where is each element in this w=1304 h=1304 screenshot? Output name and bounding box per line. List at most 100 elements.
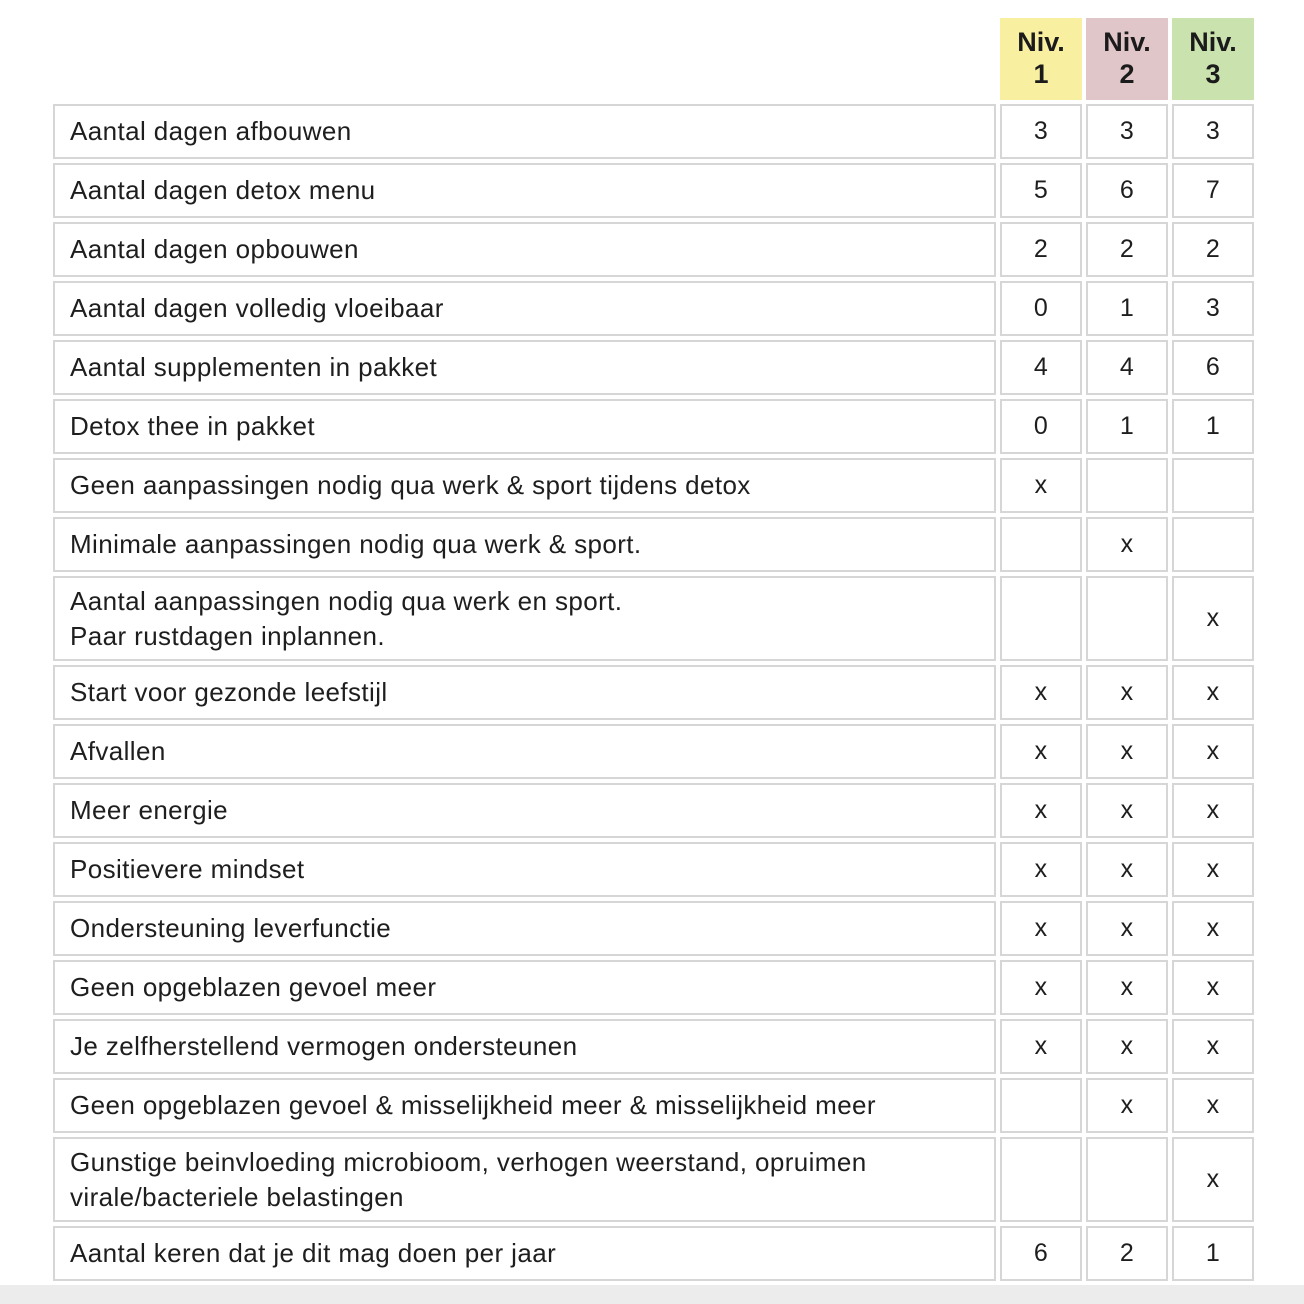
cell-niv3: 3: [1172, 281, 1254, 336]
cell-niv2: x: [1086, 901, 1168, 956]
cell-niv3: x: [1172, 665, 1254, 720]
table-row: Positievere mindset x x x: [53, 842, 1254, 897]
column-header-label: Niv.: [1017, 27, 1065, 58]
cell-niv1: 4: [1000, 340, 1082, 395]
cell-niv2: [1086, 1137, 1168, 1222]
cell-niv3: 6: [1172, 340, 1254, 395]
table-row: Ondersteuning leverfunctie x x x: [53, 901, 1254, 956]
column-header-number: 3: [1205, 59, 1221, 89]
row-label: Aantal dagen detox menu: [53, 163, 996, 218]
row-label: Aantal dagen opbouwen: [53, 222, 996, 277]
table-header: Niv. 1 Niv. 2 Niv. 3: [53, 18, 1254, 100]
column-header-number: 2: [1119, 59, 1135, 89]
cell-niv1: 0: [1000, 399, 1082, 454]
cell-niv2: 2: [1086, 1226, 1168, 1281]
cell-niv1: x: [1000, 960, 1082, 1015]
column-header-label: Niv.: [1189, 27, 1237, 58]
table-row: Geen opgeblazen gevoel & misselijkheid m…: [53, 1078, 1254, 1133]
cell-niv2: [1086, 458, 1168, 513]
cell-niv3: 7: [1172, 163, 1254, 218]
cell-niv3: x: [1172, 901, 1254, 956]
row-label: Aantal dagen afbouwen: [53, 104, 996, 159]
cell-niv2: x: [1086, 960, 1168, 1015]
row-label: Aantal supplementen in pakket: [53, 340, 996, 395]
cell-niv2: x: [1086, 1019, 1168, 1074]
row-label: Gunstige beinvloeding microbioom, verhog…: [53, 1137, 996, 1222]
row-label: Afvallen: [53, 724, 996, 779]
cell-niv2: 1: [1086, 399, 1168, 454]
row-label: Detox thee in pakket: [53, 399, 996, 454]
cell-niv1: 6: [1000, 1226, 1082, 1281]
cell-niv2: x: [1086, 842, 1168, 897]
row-label: Geen opgeblazen gevoel & misselijkheid m…: [53, 1078, 996, 1133]
row-label: Je zelfherstellend vermogen ondersteunen: [53, 1019, 996, 1074]
cell-niv3: [1172, 517, 1254, 572]
cell-niv1: 5: [1000, 163, 1082, 218]
cell-niv1: x: [1000, 901, 1082, 956]
row-label: Meer energie: [53, 783, 996, 838]
cell-niv1: x: [1000, 724, 1082, 779]
cell-niv2: 2: [1086, 222, 1168, 277]
column-header-niv2: Niv. 2: [1086, 18, 1168, 100]
table-row: Aantal dagen detox menu 5 6 7: [53, 163, 1254, 218]
table-row: Minimale aanpassingen nodig qua werk & s…: [53, 517, 1254, 572]
column-header-number: 1: [1033, 59, 1049, 89]
cell-niv1: [1000, 517, 1082, 572]
table-row: Geen aanpassingen nodig qua werk & sport…: [53, 458, 1254, 513]
cell-niv1: 0: [1000, 281, 1082, 336]
cell-niv3: x: [1172, 1078, 1254, 1133]
cell-niv3: x: [1172, 960, 1254, 1015]
table-row: Aantal aanpassingen nodig qua werk en sp…: [53, 576, 1254, 661]
header-row: Niv. 1 Niv. 2 Niv. 3: [53, 18, 1254, 100]
cell-niv2: 3: [1086, 104, 1168, 159]
corner-cell: [53, 18, 996, 100]
cell-niv2: [1086, 576, 1168, 661]
row-label: Positievere mindset: [53, 842, 996, 897]
row-label: Aantal aanpassingen nodig qua werk en sp…: [53, 576, 996, 661]
table-body: Aantal dagen afbouwen 3 3 3 Aantal dagen…: [53, 104, 1254, 1281]
level-comparison-table: Niv. 1 Niv. 2 Niv. 3 Aantal dagen afbouw…: [49, 14, 1258, 1285]
cell-niv1: x: [1000, 842, 1082, 897]
cell-niv3: 2: [1172, 222, 1254, 277]
table-row: Aantal dagen afbouwen 3 3 3: [53, 104, 1254, 159]
column-header-niv1: Niv. 1: [1000, 18, 1082, 100]
row-label: Start voor gezonde leefstijl: [53, 665, 996, 720]
cell-niv3: x: [1172, 576, 1254, 661]
row-label: Ondersteuning leverfunctie: [53, 901, 996, 956]
table-row: Aantal supplementen in pakket 4 4 6: [53, 340, 1254, 395]
row-label: Aantal dagen volledig vloeibaar: [53, 281, 996, 336]
row-label: Minimale aanpassingen nodig qua werk & s…: [53, 517, 996, 572]
cell-niv2: 1: [1086, 281, 1168, 336]
table-row: Gunstige beinvloeding microbioom, verhog…: [53, 1137, 1254, 1222]
cell-niv3: x: [1172, 842, 1254, 897]
cell-niv3: 1: [1172, 1226, 1254, 1281]
row-label: Aantal keren dat je dit mag doen per jaa…: [53, 1226, 996, 1281]
table-row: Start voor gezonde leefstijl x x x: [53, 665, 1254, 720]
column-header-label: Niv.: [1103, 27, 1151, 58]
table-row: Aantal dagen opbouwen 2 2 2: [53, 222, 1254, 277]
cell-niv3: 1: [1172, 399, 1254, 454]
table-row: Aantal dagen volledig vloeibaar 0 1 3: [53, 281, 1254, 336]
cell-niv1: [1000, 1137, 1082, 1222]
cell-niv2: x: [1086, 1078, 1168, 1133]
row-label: Geen aanpassingen nodig qua werk & sport…: [53, 458, 996, 513]
cell-niv1: x: [1000, 1019, 1082, 1074]
cell-niv3: x: [1172, 1137, 1254, 1222]
column-header-niv3: Niv. 3: [1172, 18, 1254, 100]
cell-niv2: 6: [1086, 163, 1168, 218]
cell-niv1: x: [1000, 458, 1082, 513]
cell-niv1: x: [1000, 665, 1082, 720]
cell-niv1: 3: [1000, 104, 1082, 159]
cell-niv2: x: [1086, 665, 1168, 720]
row-label: Geen opgeblazen gevoel meer: [53, 960, 996, 1015]
table-row: Je zelfherstellend vermogen ondersteunen…: [53, 1019, 1254, 1074]
table-row: Afvallen x x x: [53, 724, 1254, 779]
cell-niv2: x: [1086, 724, 1168, 779]
table-row: Geen opgeblazen gevoel meer x x x: [53, 960, 1254, 1015]
cell-niv3: 3: [1172, 104, 1254, 159]
cell-niv3: x: [1172, 1019, 1254, 1074]
cell-niv1: x: [1000, 783, 1082, 838]
cell-niv3: x: [1172, 783, 1254, 838]
table-row: Aantal keren dat je dit mag doen per jaa…: [53, 1226, 1254, 1281]
cell-niv1: [1000, 1078, 1082, 1133]
